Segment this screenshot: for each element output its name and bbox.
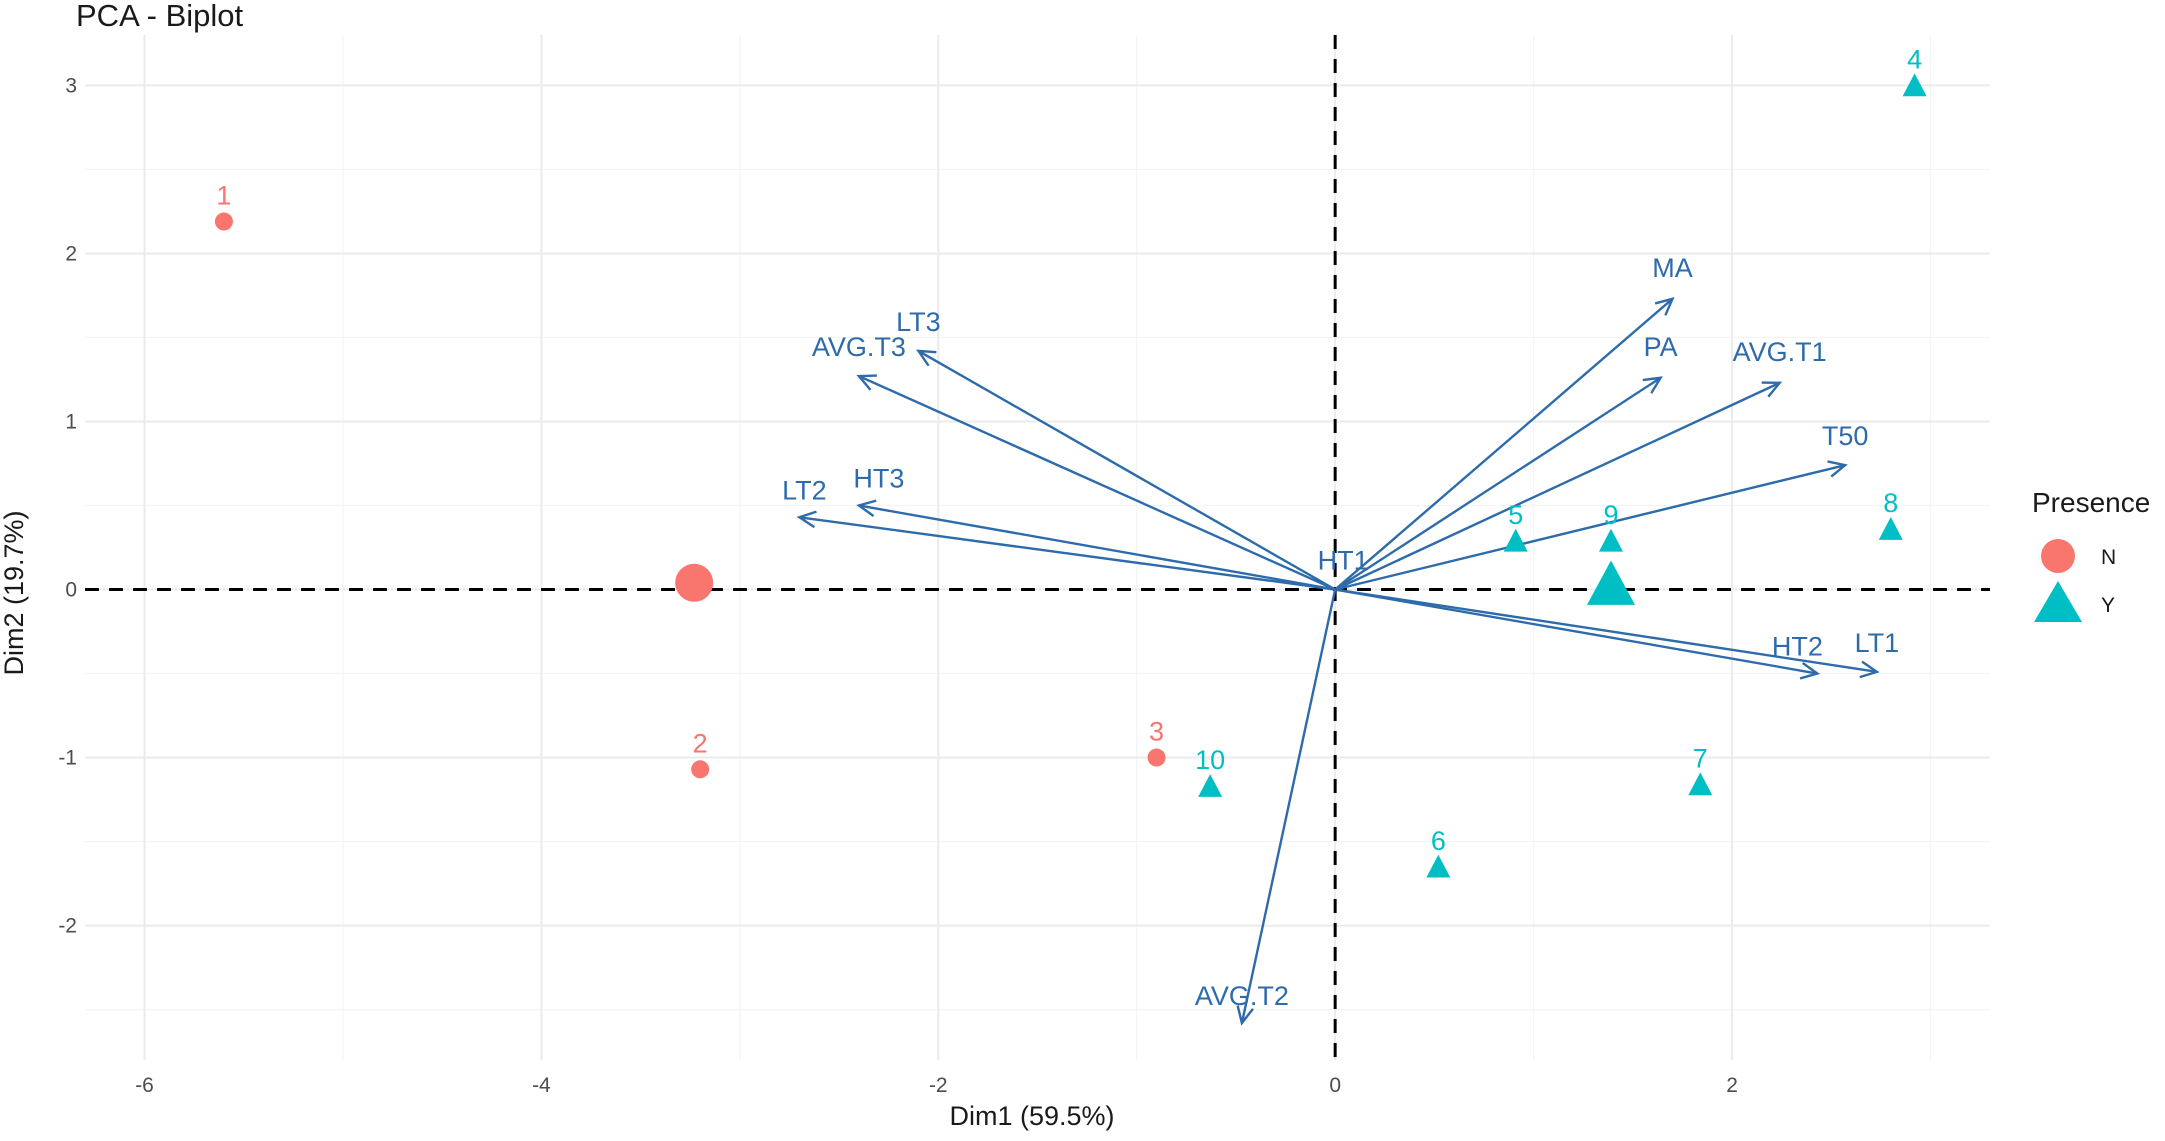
individual-label-10: 10: [1195, 745, 1225, 775]
arrow-line-ma: [1334, 297, 1674, 591]
x-tick-label: -4: [532, 1074, 551, 1097]
arrow-head-pa: [1642, 376, 1663, 394]
arrow-line-lt1: [1334, 588, 1878, 674]
y-tick-label: 3: [65, 74, 77, 97]
group-mean-n: [675, 563, 714, 602]
individual-label-8: 8: [1883, 488, 1898, 518]
arrow-line-avg.t3: [858, 375, 1336, 591]
arrow-line-lt3: [917, 349, 1336, 591]
individual-point-1: [214, 212, 233, 231]
arrow-head-lt1: [1859, 660, 1880, 679]
x-tick-label: 2: [1726, 1074, 1738, 1097]
variable-label-avg.t2: AVG.T2: [1195, 981, 1289, 1011]
y-tick-label: -1: [58, 747, 77, 770]
individual-label-9: 9: [1603, 500, 1618, 530]
individual-label-4: 4: [1907, 44, 1922, 74]
arrow-line-ht3: [858, 504, 1336, 591]
legend-label-y: Y: [2101, 594, 2115, 617]
legend: Presence N Y: [2032, 487, 2150, 622]
reference-lines: [85, 35, 1990, 1060]
y-tick-label: 1: [65, 410, 77, 433]
individual-point-7: [1688, 772, 1713, 796]
legend-key-y-triangle: [2034, 581, 2082, 622]
y-tick-label: -2: [58, 915, 77, 938]
grid-lines: [85, 35, 1990, 1060]
arrow-head-avg.t3: [856, 374, 877, 391]
individual-point-3: [1147, 748, 1166, 767]
individual-label-2: 2: [693, 728, 708, 758]
individual-points: 1 2 3 4 5 6 7 8 9 10: [214, 44, 1927, 878]
plot-title: PCA - Biplot: [76, 0, 244, 33]
arrow-line-ht2: [1334, 588, 1818, 675]
y-axis-ticks: -2 -1 0 1 2 3: [58, 74, 77, 937]
variable-label-ht3: HT3: [853, 463, 904, 493]
arrow-head-ma: [1654, 297, 1675, 316]
variable-label-lt2: LT2: [782, 475, 827, 505]
y-axis-title: Dim2 (19.7%): [0, 510, 29, 675]
arrow-line-avg.t1: [1334, 381, 1781, 591]
x-tick-label: -6: [135, 1074, 154, 1097]
individual-point-4: [1902, 73, 1927, 97]
legend-label-n: N: [2101, 546, 2116, 569]
variable-label-ht1: HT1: [1318, 546, 1369, 576]
x-axis-title: Dim1 (59.5%): [949, 1101, 1114, 1131]
arrow-line-t50: [1334, 463, 1846, 591]
individual-label-1: 1: [216, 181, 231, 211]
arrow-line-avg.t2: [1240, 589, 1337, 1024]
variable-label-pa: PA: [1644, 332, 1678, 362]
variable-label-lt3: LT3: [896, 307, 941, 337]
arrow-head-avg.t1: [1761, 381, 1783, 398]
individual-point-6: [1426, 854, 1451, 878]
individual-label-6: 6: [1431, 826, 1446, 856]
legend-key-n-circle: [2041, 539, 2075, 573]
individual-label-3: 3: [1149, 717, 1164, 747]
variable-label-t50: T50: [1822, 421, 1869, 451]
individual-point-8: [1878, 517, 1903, 540]
arrow-head-lt2: [796, 510, 817, 529]
x-axis-ticks: -6 -4 -2 0 2: [135, 1074, 1738, 1097]
arrow-head-lt3: [916, 349, 937, 367]
arrow-head-ht3: [856, 499, 877, 517]
individual-point-5: [1503, 528, 1528, 552]
arrow-line-lt2: [799, 516, 1336, 591]
individual-label-7: 7: [1693, 743, 1708, 773]
variable-label-avg.t1: AVG.T1: [1733, 337, 1827, 367]
variable-label-lt1: LT1: [1855, 628, 1900, 658]
y-tick-label: 2: [65, 242, 77, 265]
group-mean-y: [1586, 560, 1635, 605]
variable-label-avg.t3: AVG.T3: [812, 332, 906, 362]
individual-point-2: [691, 760, 710, 779]
arrow-head-ht2: [1799, 662, 1821, 680]
arrow-line-pa: [1334, 376, 1662, 591]
arrow-head-t50: [1827, 460, 1848, 478]
group-mean-points: [675, 560, 1635, 605]
x-tick-label: 0: [1329, 1074, 1341, 1097]
legend-title: Presence: [2032, 487, 2150, 518]
x-tick-label: -2: [929, 1074, 948, 1097]
y-tick-label: 0: [65, 579, 77, 602]
arrow-head-avg.t2: [1236, 1005, 1254, 1026]
individual-point-10: [1198, 774, 1223, 797]
individual-label-5: 5: [1508, 500, 1523, 530]
variable-label-ma: MA: [1652, 253, 1693, 283]
individual-point-9: [1598, 528, 1623, 552]
